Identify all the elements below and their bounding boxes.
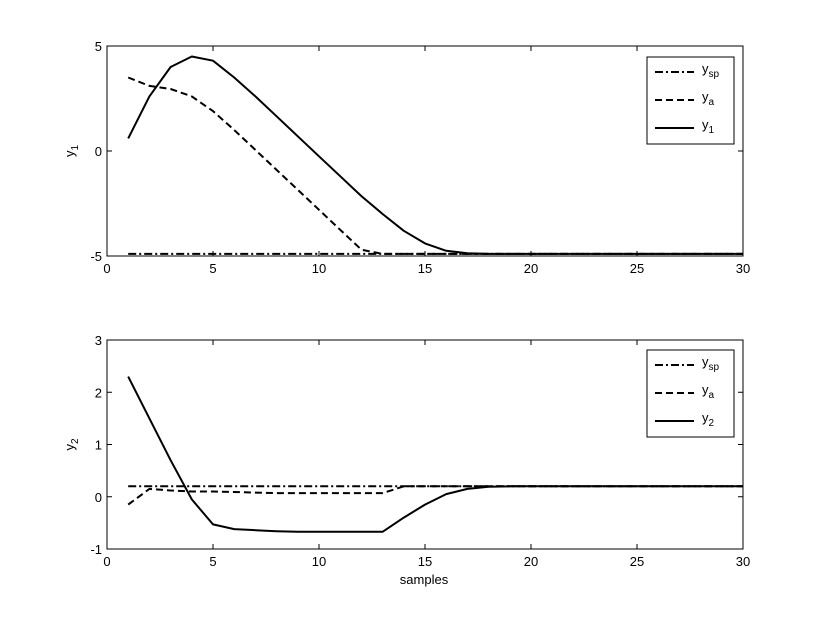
- y-axis-label-subscript: 2: [70, 438, 81, 444]
- y-axis-label-main: y: [62, 150, 77, 157]
- legend-label-subscript: 1: [709, 125, 715, 136]
- x-tick-label: 30: [736, 554, 750, 569]
- y-axis-label-group: y2: [62, 438, 81, 451]
- y-tick-label: 1: [95, 438, 102, 453]
- x-tick-label: 25: [630, 261, 644, 276]
- y-axis-label: y1: [62, 145, 81, 158]
- legend-label-subscript: sp: [709, 362, 720, 373]
- x-tick-label: 0: [103, 554, 110, 569]
- legend-label: ysp: [702, 354, 720, 373]
- x-tick-label: 30: [736, 261, 750, 276]
- axes-box: [106, 339, 744, 550]
- series-line-y-a: [127, 485, 743, 506]
- legend-label-main: y: [702, 354, 709, 369]
- legend-label: ya: [702, 89, 715, 108]
- x-tick-label: 15: [418, 261, 432, 276]
- x-tick-label: 10: [312, 554, 326, 569]
- x-tick-label: 0: [103, 261, 110, 276]
- x-tick-label: 20: [524, 554, 538, 569]
- legend-label-main: y: [702, 382, 709, 397]
- x-axis-label: samples: [400, 572, 449, 587]
- legend-label-main: y: [702, 117, 709, 132]
- y-tick-label: 3: [95, 333, 102, 348]
- legend-label-subscript: 2: [709, 418, 715, 429]
- series-line-y-2: [127, 376, 743, 533]
- x-tick-label: 20: [524, 261, 538, 276]
- x-tick-label: 10: [312, 261, 326, 276]
- y-tick-label: -5: [90, 249, 102, 264]
- legend-label-subscript: a: [709, 390, 715, 401]
- axes-box: [106, 45, 744, 257]
- x-tick-label: 15: [418, 554, 432, 569]
- series-line-y-1: [127, 55, 743, 255]
- y-tick-label: 5: [95, 39, 102, 54]
- y-tick-label: 0: [95, 490, 102, 505]
- legend-label-main: y: [702, 410, 709, 425]
- x-tick-label: 5: [209, 554, 216, 569]
- y-tick-label: 2: [95, 385, 102, 400]
- legend-label-main: y: [702, 61, 709, 76]
- x-tick-label: 5: [209, 261, 216, 276]
- x-tick-label: 25: [630, 554, 644, 569]
- y-axis-label: y2: [62, 438, 81, 451]
- legend-label: y1: [702, 117, 715, 136]
- y-tick-label: 0: [95, 144, 102, 159]
- legend-label: ya: [702, 382, 715, 401]
- legend-label-main: y: [702, 89, 709, 104]
- y-axis-label-main: y: [62, 444, 77, 451]
- series-line-y-a: [127, 76, 743, 255]
- legend-label: y2: [702, 410, 715, 429]
- legend-label-subscript: a: [709, 97, 715, 108]
- y-tick-label: -1: [90, 542, 102, 557]
- legend-label: ysp: [702, 61, 720, 80]
- y-axis-label-group: y1: [62, 145, 81, 158]
- y-axis-label-subscript: 1: [70, 145, 81, 151]
- legend-label-subscript: sp: [709, 69, 720, 80]
